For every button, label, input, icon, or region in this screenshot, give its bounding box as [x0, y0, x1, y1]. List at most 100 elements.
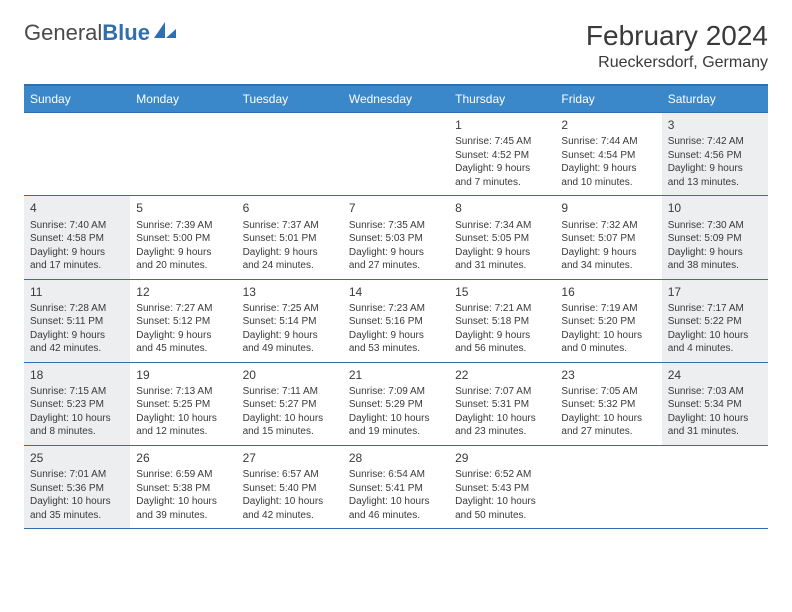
daylight2-text: and 35 minutes.	[30, 509, 124, 523]
daylight1-text: Daylight: 10 hours	[561, 412, 655, 426]
sunset-text: Sunset: 4:54 PM	[561, 149, 655, 163]
sunset-text: Sunset: 5:20 PM	[561, 315, 655, 329]
day-cell: 17Sunrise: 7:17 AMSunset: 5:22 PMDayligh…	[662, 280, 768, 362]
daylight1-text: Daylight: 9 hours	[136, 246, 230, 260]
sunrise-text: Sunrise: 7:34 AM	[455, 219, 549, 233]
day-number: 21	[349, 367, 443, 383]
sunrise-text: Sunrise: 7:30 AM	[668, 219, 762, 233]
sunrise-text: Sunrise: 7:11 AM	[243, 385, 337, 399]
sunrise-text: Sunrise: 7:27 AM	[136, 302, 230, 316]
day-cell: 26Sunrise: 6:59 AMSunset: 5:38 PMDayligh…	[130, 446, 236, 528]
day-number: 27	[243, 450, 337, 466]
day-cell: 1Sunrise: 7:45 AMSunset: 4:52 PMDaylight…	[449, 113, 555, 195]
day-header: Tuesday	[237, 86, 343, 112]
daylight1-text: Daylight: 9 hours	[136, 329, 230, 343]
title-block: February 2024 Rueckersdorf, Germany	[586, 20, 768, 72]
sunset-text: Sunset: 5:12 PM	[136, 315, 230, 329]
calendar: SundayMondayTuesdayWednesdayThursdayFrid…	[24, 84, 768, 529]
day-cell: 18Sunrise: 7:15 AMSunset: 5:23 PMDayligh…	[24, 363, 130, 445]
daylight2-text: and 15 minutes.	[243, 425, 337, 439]
daylight2-text: and 12 minutes.	[136, 425, 230, 439]
sunset-text: Sunset: 5:03 PM	[349, 232, 443, 246]
daylight2-text: and 53 minutes.	[349, 342, 443, 356]
day-number: 24	[668, 367, 762, 383]
sunset-text: Sunset: 5:25 PM	[136, 398, 230, 412]
sunrise-text: Sunrise: 7:05 AM	[561, 385, 655, 399]
daylight2-text: and 31 minutes.	[668, 425, 762, 439]
day-header: Friday	[555, 86, 661, 112]
day-number: 8	[455, 200, 549, 216]
sunrise-text: Sunrise: 7:32 AM	[561, 219, 655, 233]
sunset-text: Sunset: 5:32 PM	[561, 398, 655, 412]
daylight2-text: and 10 minutes.	[561, 176, 655, 190]
daylight1-text: Daylight: 10 hours	[243, 412, 337, 426]
sunset-text: Sunset: 5:31 PM	[455, 398, 549, 412]
daylight1-text: Daylight: 10 hours	[30, 412, 124, 426]
daylight2-text: and 39 minutes.	[136, 509, 230, 523]
daylight1-text: Daylight: 9 hours	[561, 246, 655, 260]
sunrise-text: Sunrise: 7:01 AM	[30, 468, 124, 482]
day-header: Monday	[130, 86, 236, 112]
day-number: 3	[668, 117, 762, 133]
sail-icon	[154, 20, 176, 46]
daylight2-text: and 7 minutes.	[455, 176, 549, 190]
sunrise-text: Sunrise: 7:45 AM	[455, 135, 549, 149]
sunrise-text: Sunrise: 6:57 AM	[243, 468, 337, 482]
logo: GeneralBlue	[24, 20, 176, 46]
day-cell: 29Sunrise: 6:52 AMSunset: 5:43 PMDayligh…	[449, 446, 555, 528]
sunrise-text: Sunrise: 7:42 AM	[668, 135, 762, 149]
day-cell: 27Sunrise: 6:57 AMSunset: 5:40 PMDayligh…	[237, 446, 343, 528]
day-number: 22	[455, 367, 549, 383]
daylight1-text: Daylight: 10 hours	[349, 495, 443, 509]
daylight2-text: and 24 minutes.	[243, 259, 337, 273]
sunrise-text: Sunrise: 6:52 AM	[455, 468, 549, 482]
day-header: Wednesday	[343, 86, 449, 112]
empty-cell	[555, 446, 661, 528]
empty-cell	[662, 446, 768, 528]
day-number: 28	[349, 450, 443, 466]
day-number: 25	[30, 450, 124, 466]
daylight1-text: Daylight: 10 hours	[455, 495, 549, 509]
day-cell: 20Sunrise: 7:11 AMSunset: 5:27 PMDayligh…	[237, 363, 343, 445]
daylight1-text: Daylight: 9 hours	[349, 246, 443, 260]
daylight1-text: Daylight: 9 hours	[455, 246, 549, 260]
daylight2-text: and 27 minutes.	[349, 259, 443, 273]
day-cell: 16Sunrise: 7:19 AMSunset: 5:20 PMDayligh…	[555, 280, 661, 362]
daylight2-text: and 56 minutes.	[455, 342, 549, 356]
day-cell: 24Sunrise: 7:03 AMSunset: 5:34 PMDayligh…	[662, 363, 768, 445]
daylight1-text: Daylight: 10 hours	[30, 495, 124, 509]
day-cell: 19Sunrise: 7:13 AMSunset: 5:25 PMDayligh…	[130, 363, 236, 445]
header: GeneralBlue February 2024 Rueckersdorf, …	[24, 20, 768, 72]
day-cell: 15Sunrise: 7:21 AMSunset: 5:18 PMDayligh…	[449, 280, 555, 362]
daylight1-text: Daylight: 9 hours	[243, 246, 337, 260]
day-cell: 22Sunrise: 7:07 AMSunset: 5:31 PMDayligh…	[449, 363, 555, 445]
sunset-text: Sunset: 5:14 PM	[243, 315, 337, 329]
sunset-text: Sunset: 5:16 PM	[349, 315, 443, 329]
week-row: 4Sunrise: 7:40 AMSunset: 4:58 PMDaylight…	[24, 196, 768, 279]
sunset-text: Sunset: 5:01 PM	[243, 232, 337, 246]
day-number: 11	[30, 284, 124, 300]
day-cell: 25Sunrise: 7:01 AMSunset: 5:36 PMDayligh…	[24, 446, 130, 528]
daylight1-text: Daylight: 10 hours	[668, 412, 762, 426]
day-cell: 9Sunrise: 7:32 AMSunset: 5:07 PMDaylight…	[555, 196, 661, 278]
daylight1-text: Daylight: 10 hours	[243, 495, 337, 509]
sunrise-text: Sunrise: 7:35 AM	[349, 219, 443, 233]
sunrise-text: Sunrise: 7:13 AM	[136, 385, 230, 399]
day-number: 4	[30, 200, 124, 216]
empty-cell	[24, 113, 130, 195]
sunset-text: Sunset: 5:41 PM	[349, 482, 443, 496]
sunset-text: Sunset: 4:56 PM	[668, 149, 762, 163]
sunrise-text: Sunrise: 7:03 AM	[668, 385, 762, 399]
empty-cell	[237, 113, 343, 195]
daylight1-text: Daylight: 10 hours	[136, 495, 230, 509]
sunrise-text: Sunrise: 7:37 AM	[243, 219, 337, 233]
day-number: 16	[561, 284, 655, 300]
day-number: 17	[668, 284, 762, 300]
sunset-text: Sunset: 5:11 PM	[30, 315, 124, 329]
daylight1-text: Daylight: 9 hours	[30, 329, 124, 343]
day-number: 6	[243, 200, 337, 216]
day-cell: 11Sunrise: 7:28 AMSunset: 5:11 PMDayligh…	[24, 280, 130, 362]
day-cell: 5Sunrise: 7:39 AMSunset: 5:00 PMDaylight…	[130, 196, 236, 278]
daylight2-text: and 50 minutes.	[455, 509, 549, 523]
sunrise-text: Sunrise: 7:07 AM	[455, 385, 549, 399]
